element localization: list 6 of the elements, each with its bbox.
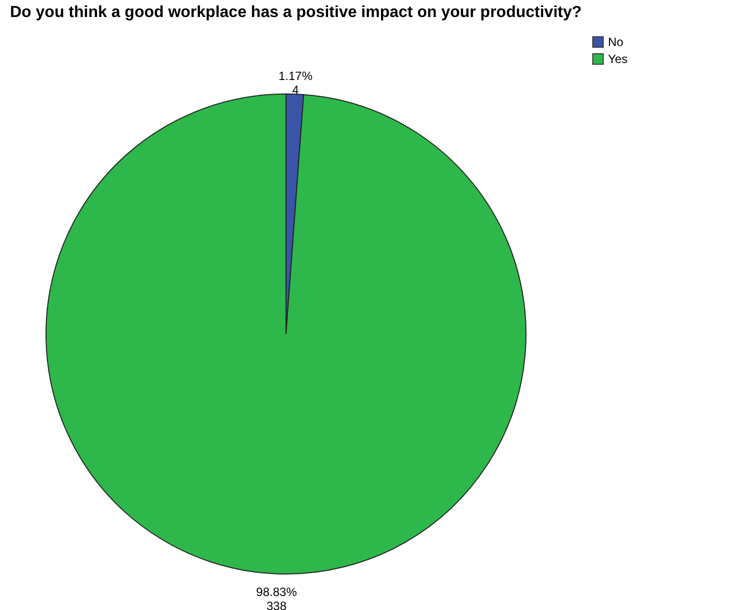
legend-label: No xyxy=(608,35,624,49)
data-label: 1.17% 4 xyxy=(278,69,313,98)
chart-title: Do you think a good workplace has a positive impact on your productivity? xyxy=(10,4,582,21)
data-label: 98.83% 338 xyxy=(256,584,298,610)
pie-slice xyxy=(46,94,526,574)
legend-label: Yes xyxy=(608,52,628,66)
